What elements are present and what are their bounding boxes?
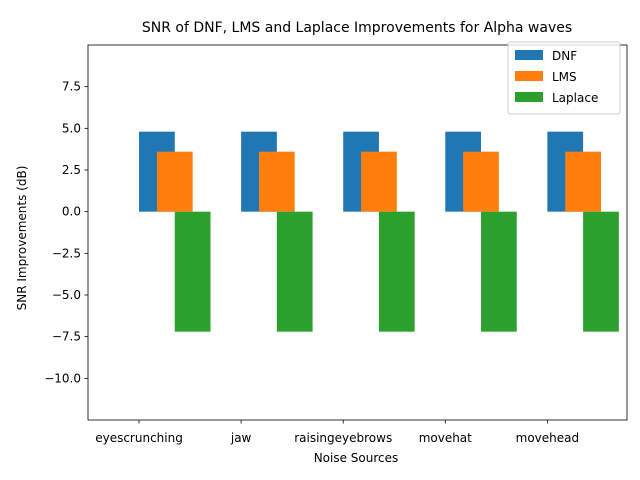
bar-lms-movehat bbox=[463, 151, 499, 212]
x-tick-label-movehead: movehead bbox=[516, 431, 579, 445]
bar-lms-movehead bbox=[565, 151, 601, 212]
bar-laplace-jaw bbox=[276, 211, 313, 332]
bar-laplace-raisingeyebrows bbox=[378, 211, 415, 332]
x-tick-label-movehat: movehat bbox=[419, 431, 472, 445]
legend-swatch-lms bbox=[515, 71, 543, 81]
legend-swatch-laplace bbox=[515, 92, 543, 102]
bars-group bbox=[139, 131, 619, 332]
legend: DNF LMS Laplace bbox=[507, 41, 621, 115]
y-tick-label: −7.5 bbox=[52, 330, 81, 344]
y-tick-label: 5.0 bbox=[62, 121, 81, 135]
y-tick-label: −5.0 bbox=[52, 288, 81, 302]
y-axis-title: SNR Improvements (dB) bbox=[15, 166, 29, 311]
y-tick-label: 2.5 bbox=[62, 163, 81, 177]
x-tick-label-jaw: jaw bbox=[230, 431, 252, 445]
axes-group: −10.0 −7.5 −5.0 −2.5 0.0 2.5 5.0 7.5 eyescrunchi… bbox=[44, 44, 628, 445]
x-tick-label-eyescrunching: eyescrunching bbox=[95, 431, 183, 445]
bar-lms-jaw bbox=[258, 151, 295, 212]
y-tick-label: 0.0 bbox=[62, 205, 81, 219]
chart-title: SNR of DNF, LMS and Laplace Improvements… bbox=[142, 20, 572, 36]
plot-frame bbox=[87, 44, 628, 421]
y-tick-label: −2.5 bbox=[52, 246, 81, 260]
legend-label-laplace: Laplace bbox=[552, 91, 598, 105]
legend-swatch-dnf bbox=[515, 50, 543, 60]
y-tick-label: 7.5 bbox=[62, 80, 81, 94]
y-tick-label: −10.0 bbox=[44, 371, 81, 385]
bar-laplace-movehead bbox=[583, 211, 619, 332]
legend-label-dnf: DNF bbox=[552, 49, 577, 63]
bar-laplace-eyescrunching bbox=[174, 211, 211, 332]
x-axis-title: Noise Sources bbox=[314, 451, 399, 465]
bar-lms-raisingeyebrows bbox=[361, 151, 397, 212]
x-tick-label-raisingeyebrows: raisingeyebrows bbox=[294, 431, 392, 445]
bar-lms-eyescrunching bbox=[156, 151, 193, 212]
bar-laplace-movehat bbox=[481, 211, 517, 332]
legend-label-lms: LMS bbox=[552, 70, 577, 84]
